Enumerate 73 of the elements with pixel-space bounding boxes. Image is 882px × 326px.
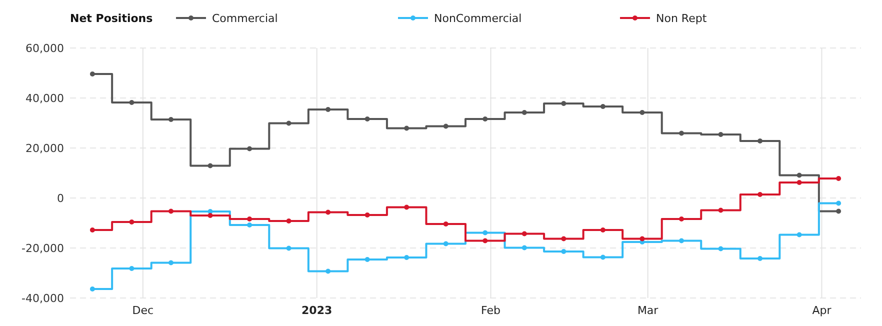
point — [678, 216, 684, 222]
point — [129, 266, 134, 271]
y-tick-label: -40,000 — [22, 292, 64, 305]
point — [286, 218, 292, 224]
point — [286, 120, 292, 126]
point — [640, 236, 645, 242]
legend-label: Non Rept — [656, 12, 708, 25]
point — [796, 180, 802, 185]
point — [247, 146, 252, 152]
point — [168, 117, 174, 122]
point — [482, 238, 488, 244]
point — [364, 257, 370, 262]
y-tick-label: 0 — [57, 192, 64, 205]
point — [561, 249, 566, 254]
legend-label: Commercial — [212, 12, 278, 25]
point — [600, 104, 606, 109]
y-tick-label: 20,000 — [26, 142, 64, 155]
point — [758, 192, 763, 197]
point — [758, 138, 763, 144]
y-tick-label: 60,000 — [26, 42, 64, 55]
point — [443, 241, 448, 246]
point — [522, 231, 527, 236]
y-tick-label: 40,000 — [26, 92, 64, 105]
point — [758, 256, 763, 261]
x-tick-label: Mar — [637, 304, 659, 317]
point — [836, 200, 842, 206]
x-tick-label: Dec — [132, 304, 154, 317]
point — [561, 101, 566, 106]
point — [404, 255, 410, 260]
legend-title: Net Positions — [70, 12, 154, 25]
point — [836, 208, 842, 214]
point — [326, 268, 331, 274]
point — [364, 212, 370, 218]
point — [404, 126, 410, 131]
point — [482, 116, 488, 122]
point — [718, 132, 724, 137]
point — [600, 254, 606, 260]
point — [836, 176, 842, 181]
point — [718, 246, 724, 252]
point — [522, 110, 527, 115]
point — [326, 210, 331, 215]
point — [286, 246, 292, 251]
point — [247, 222, 252, 228]
point — [796, 232, 802, 238]
point — [796, 172, 802, 178]
y-tick-label: -20,000 — [22, 242, 64, 255]
point — [129, 220, 134, 224]
x-tick-label: Apr — [812, 304, 832, 317]
point — [522, 245, 527, 250]
point — [404, 204, 410, 210]
point — [443, 222, 448, 226]
point — [129, 100, 134, 105]
point — [718, 208, 724, 213]
point — [640, 110, 645, 115]
point — [247, 216, 252, 222]
point — [90, 286, 95, 292]
point — [561, 236, 566, 242]
point — [326, 107, 331, 112]
point — [90, 72, 95, 76]
point — [364, 116, 370, 122]
point — [443, 124, 448, 129]
x-tick-label: 2023 — [302, 304, 332, 317]
point — [678, 238, 684, 244]
point — [678, 130, 684, 136]
point — [90, 228, 95, 232]
point — [600, 228, 606, 232]
point — [482, 230, 488, 236]
x-tick-label: Feb — [481, 304, 500, 317]
point — [168, 260, 174, 266]
point — [208, 213, 213, 218]
point — [208, 163, 213, 168]
point — [168, 208, 174, 214]
legend-label: NonCommercial — [434, 12, 522, 25]
